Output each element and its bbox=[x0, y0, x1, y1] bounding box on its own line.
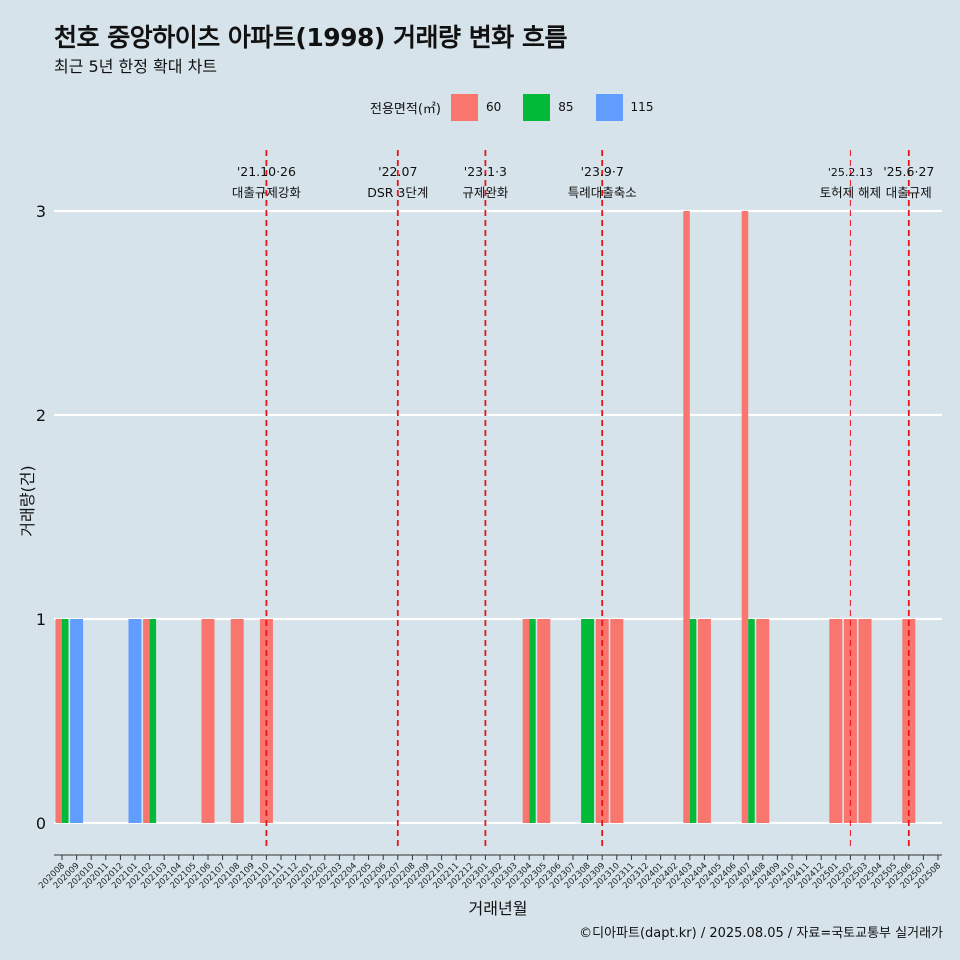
bar-60-202305 bbox=[537, 619, 551, 823]
bar-115-202009 bbox=[70, 619, 84, 823]
annotation-date: '21.10·26 bbox=[237, 164, 296, 179]
legend: 전용면적(㎡) 60 85 115 bbox=[370, 93, 675, 121]
y-axis-title: 거래량(건) bbox=[18, 465, 37, 536]
bar-60-202407 bbox=[741, 211, 749, 823]
annotation-date: '23.1·3 bbox=[464, 164, 507, 179]
annotation-date: '23.9·7 bbox=[581, 164, 624, 179]
annotation-event: DSR 3단계 bbox=[367, 185, 428, 200]
bar-60-202404 bbox=[697, 619, 711, 823]
bar-85-202102 bbox=[149, 619, 157, 823]
bar-60-202106 bbox=[201, 619, 215, 823]
bar-85-202308 bbox=[581, 619, 595, 823]
bars bbox=[55, 211, 916, 823]
legend-title: 전용면적(㎡) bbox=[370, 101, 441, 117]
annotation-date: '22.07 bbox=[378, 164, 417, 179]
bar-60-202304 bbox=[522, 619, 530, 823]
bar-60-202403 bbox=[683, 211, 690, 823]
y-tick-label: 3 bbox=[36, 202, 46, 221]
legend-label-85: 85 bbox=[558, 100, 574, 114]
y-tick-label: 2 bbox=[36, 406, 46, 425]
bar-60-202408 bbox=[756, 619, 770, 823]
chart-title: 천호 중앙하이츠 아파트(1998) 거래량 변화 흐름 bbox=[54, 23, 567, 52]
legend-label-115: 115 bbox=[630, 100, 654, 114]
annotation-event: 대출규제 bbox=[886, 185, 932, 200]
legend-key-85 bbox=[523, 93, 551, 121]
bar-85-202304 bbox=[529, 619, 536, 823]
bar-85-202407 bbox=[748, 619, 755, 823]
y-tick-label: 0 bbox=[36, 814, 46, 833]
bar-60-202108 bbox=[230, 619, 244, 823]
bar-60-202503 bbox=[858, 619, 872, 823]
bar-60-202310 bbox=[610, 619, 624, 823]
grid-lines bbox=[54, 209, 942, 825]
chart-subtitle: 최근 5년 한정 확대 차트 bbox=[54, 57, 218, 76]
annotation-date: '25.2.13 bbox=[828, 166, 873, 179]
x-axis: 2020082020092020102020112020122021012021… bbox=[37, 854, 943, 891]
bar-60-202102 bbox=[143, 619, 150, 823]
annotation-event: 규제완화 bbox=[462, 185, 509, 200]
annotation-event: 특례대출축소 bbox=[568, 185, 637, 200]
bar-60-202501 bbox=[829, 619, 843, 823]
annotation-event: 대출규제강화 bbox=[232, 185, 302, 200]
y-tick-label: 1 bbox=[36, 610, 46, 629]
legend-key-60 bbox=[450, 93, 478, 121]
reference-lines: '21.10·26 대출규제강화 '22.07 DSR 3단계 '23.1·3 규제완화 '… bbox=[232, 150, 934, 850]
bar-85-202403 bbox=[689, 619, 697, 823]
bar-115-202101 bbox=[128, 619, 142, 823]
bar-85-202008 bbox=[62, 619, 69, 823]
annotation-event: 토허제 해제 bbox=[820, 185, 881, 200]
legend-label-60: 60 bbox=[485, 100, 502, 114]
legend-key-115 bbox=[595, 93, 623, 121]
annotation-date: '25.6·27 bbox=[883, 164, 934, 179]
chart-caption: ©디아파트(dapt.kr) / 2025.08.05 / 자료=국토교통부 실… bbox=[579, 926, 943, 941]
x-axis-title: 거래년월 bbox=[469, 899, 528, 918]
y-axis: 0 1 2 3 bbox=[36, 202, 46, 833]
bar-60-202008 bbox=[55, 619, 62, 823]
